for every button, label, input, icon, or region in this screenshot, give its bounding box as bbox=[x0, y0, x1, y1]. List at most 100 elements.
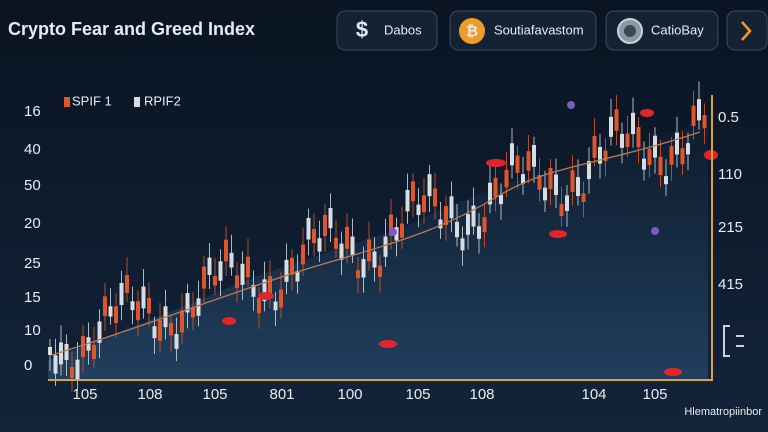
candle-body bbox=[510, 143, 514, 166]
chart-area bbox=[48, 120, 708, 380]
left-axis-label: 20 bbox=[24, 215, 41, 232]
left-axis-label: 16 bbox=[24, 103, 41, 120]
candle-body bbox=[570, 170, 575, 193]
bitcoin-glyph: ₿ bbox=[466, 23, 478, 40]
button-frame[interactable] bbox=[336, 10, 438, 51]
candle-body bbox=[642, 158, 646, 170]
x-axis-label: 105 bbox=[202, 386, 227, 403]
candle-body bbox=[251, 284, 256, 297]
candle-body bbox=[75, 359, 80, 380]
x-axis-label: 100 bbox=[337, 386, 362, 403]
candle-body bbox=[559, 204, 564, 216]
left-axis-label: 15 bbox=[24, 289, 41, 306]
dollar-icon: $ bbox=[356, 17, 368, 42]
candle-body bbox=[81, 335, 85, 358]
candle-body bbox=[97, 321, 102, 343]
right-axis-label: 0.5 bbox=[718, 109, 739, 126]
candle-body bbox=[350, 236, 355, 255]
candle-body bbox=[614, 109, 619, 131]
button[interactable]: CatioBay bbox=[605, 10, 719, 51]
candle-body bbox=[141, 286, 146, 309]
marker bbox=[258, 292, 274, 300]
candle-body bbox=[438, 219, 443, 229]
candle-body bbox=[499, 194, 503, 205]
candle-body bbox=[488, 182, 492, 205]
button-frame[interactable] bbox=[726, 10, 768, 51]
candle-body bbox=[306, 218, 311, 240]
x-axis-label: 108 bbox=[469, 386, 494, 403]
candle-body bbox=[383, 236, 388, 257]
candle-body bbox=[592, 135, 597, 158]
watermark: Hlematropiinbor bbox=[684, 406, 762, 418]
x-axis-label: 105 bbox=[72, 386, 97, 403]
right-axis-label: 215 bbox=[718, 219, 743, 236]
x-axis-label: 105 bbox=[642, 386, 667, 403]
x-axis-label: 105 bbox=[405, 386, 430, 403]
candle-body bbox=[334, 237, 338, 249]
candle-body bbox=[378, 265, 382, 277]
legend-swatch bbox=[64, 97, 70, 107]
candle-body bbox=[620, 133, 624, 148]
candle-body bbox=[702, 115, 707, 129]
candle-body bbox=[108, 306, 113, 317]
button-label[interactable]: Dabos bbox=[384, 22, 422, 37]
left-axis-label: 50 bbox=[24, 177, 41, 194]
candle-body bbox=[636, 127, 641, 148]
candle-body bbox=[174, 334, 179, 349]
x-axis-label: 801 bbox=[269, 386, 294, 403]
candle-body bbox=[466, 214, 470, 235]
candle-body bbox=[328, 208, 333, 229]
candle-body bbox=[152, 326, 157, 339]
candle-body bbox=[64, 343, 69, 361]
button-frame[interactable] bbox=[449, 10, 597, 51]
marker bbox=[567, 101, 575, 109]
candle-body bbox=[477, 226, 481, 239]
marker bbox=[664, 368, 682, 376]
candle-body bbox=[389, 214, 393, 236]
candle-body bbox=[180, 310, 184, 333]
button-label[interactable]: CatioBay bbox=[651, 22, 704, 37]
next-button[interactable] bbox=[726, 10, 768, 51]
candle-body bbox=[345, 226, 349, 249]
candle-body bbox=[411, 181, 415, 202]
candle-body bbox=[532, 145, 536, 167]
candles bbox=[48, 81, 707, 392]
right-axis-label: 415 bbox=[718, 276, 743, 293]
button[interactable]: $ Dabos bbox=[336, 10, 438, 51]
candle-body bbox=[70, 367, 74, 379]
candle-body bbox=[427, 174, 432, 197]
markers bbox=[222, 101, 718, 376]
candle-body bbox=[515, 155, 520, 173]
candle-body bbox=[647, 148, 652, 166]
candle-body bbox=[400, 223, 404, 238]
candle-body bbox=[59, 342, 63, 365]
candle-body bbox=[631, 112, 635, 135]
candle-body bbox=[565, 195, 569, 212]
candle-body bbox=[295, 271, 300, 282]
candle-body bbox=[284, 259, 289, 282]
marker bbox=[222, 317, 236, 325]
left-axis-label: 40 bbox=[24, 141, 41, 158]
bitcoin-icon bbox=[459, 18, 485, 44]
left-axis-label: 0 bbox=[24, 357, 32, 374]
candle-body bbox=[664, 176, 668, 185]
candle-body bbox=[603, 150, 608, 162]
candle-body bbox=[422, 195, 426, 213]
candle-body bbox=[48, 347, 52, 355]
candle-body bbox=[455, 221, 459, 238]
button[interactable]: ₿ Soutiafavastom bbox=[449, 10, 597, 51]
candle-body bbox=[229, 252, 234, 268]
candle-body bbox=[273, 301, 278, 311]
button-label[interactable]: Soutiafavastom bbox=[494, 22, 584, 37]
marker bbox=[389, 228, 397, 236]
chevron-icon bbox=[741, 21, 752, 41]
candle-body bbox=[301, 244, 305, 265]
candle-body bbox=[240, 263, 245, 285]
candle-body bbox=[460, 238, 465, 251]
candle-body bbox=[147, 297, 151, 314]
candle-body bbox=[482, 217, 487, 233]
candle-body bbox=[103, 296, 107, 317]
legend-swatch bbox=[134, 97, 140, 107]
